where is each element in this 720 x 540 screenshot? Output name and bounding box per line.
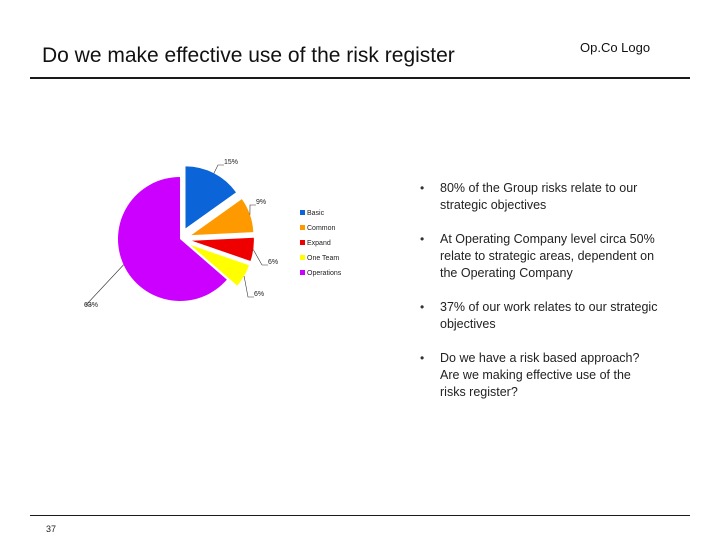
leader-line-common [249,204,256,215]
key-points-list: • 80% of the Group risks relate to our st… [418,180,658,418]
pie-slice-operations [117,177,227,301]
legend-swatch-common [300,225,305,230]
leader-line-one-team [243,275,254,298]
slice-label-operations: 63% [84,302,98,309]
legend-label-one-team: One Team [307,255,339,262]
leader-line-operations [85,264,124,306]
legend-swatch-basic [300,210,305,215]
leader-line-expand [252,249,268,266]
footer-rule [30,515,690,516]
legend-label-basic: Basic [307,210,325,217]
legend-swatch-operations [300,270,305,275]
bullet-item: • At Operating Company level circa 50% re… [418,231,658,282]
slice-label-one-team: 6% [254,291,264,298]
legend-label-common: Common [307,225,336,232]
legend-swatch-one-team [300,255,305,260]
bullet-item: • 37% of our work relates to our strategi… [418,299,658,333]
bullet-text: At Operating Company level circa 50% rel… [440,232,655,280]
pie-slice-basic [185,166,237,229]
bullet-dot-icon: • [420,181,425,195]
slice-label-basic: 15% [224,159,238,166]
pie-slice-common [191,199,254,236]
bullet-text: 80% of the Group risks relate to our str… [440,181,638,212]
header-rule [30,77,690,79]
leader-line-basic [213,164,224,174]
bullet-item: • 80% of the Group risks relate to our st… [418,180,658,214]
legend-label-expand: Expand [307,240,331,247]
bullet-dot-icon: • [420,232,425,246]
bullet-text: 37% of our work relates to our strategic… [440,300,658,331]
pie-slice-expand [191,237,254,261]
legend-label-operations: Operations [307,270,342,277]
bullet-text: Do we have a risk based approach? Are we… [440,351,640,399]
slide-title: Do we make effective use of the risk reg… [42,44,455,67]
legend-swatch-expand [300,240,305,245]
bullet-dot-icon: • [420,351,425,365]
page-number: 37 [46,524,57,534]
bullet-dot-icon: • [420,300,425,314]
slice-label-common: 9% [256,199,266,206]
bullet-item: • Do we have a risk based approach? Are w… [418,350,658,401]
risk-category-pie-chart: 15% 9% 6% 6% 63% Basic Common Expand One Team Ope… [84,159,342,309]
opco-logo: Op.Co Logo [580,40,651,55]
pie-slice-one-team [190,245,249,286]
slice-label-expand: 6% [268,259,278,266]
